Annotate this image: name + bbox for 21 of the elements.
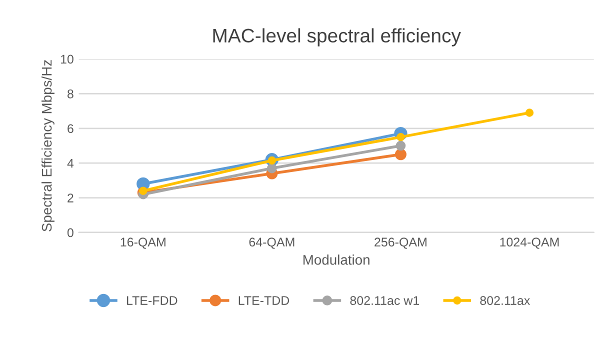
y-tick-label: 0: [67, 228, 74, 238]
point: [525, 108, 534, 117]
legend-label: 802.11ax: [480, 296, 530, 305]
y-axis-title: Spectral Efficiency Mbps/Hz: [42, 60, 54, 232]
point: [394, 148, 406, 160]
point: [267, 163, 277, 174]
y-tick-label: 6: [68, 124, 74, 134]
point: [396, 140, 406, 151]
x-tick-label: 64-QAM: [249, 238, 294, 249]
x-tick-label: 1024-QAM: [500, 238, 559, 249]
y-tick-label: 4: [67, 159, 74, 168]
chart-title: MAC-level spectral efficiency: [213, 28, 461, 46]
y-tick-label: 8: [68, 89, 74, 98]
legend-label: 802.11ac w1: [350, 296, 420, 305]
x-tick-label: 16-QAM: [120, 238, 166, 249]
legend-label: LTE-TDD: [238, 296, 290, 305]
x-axis-title: Modulation: [304, 254, 370, 265]
y-tick-label: 2: [68, 194, 74, 202]
y-tick-label: 10: [60, 54, 74, 64]
legend-label: LTE-FDD: [127, 296, 178, 305]
x-tick-label: 256-QAM: [374, 238, 426, 249]
